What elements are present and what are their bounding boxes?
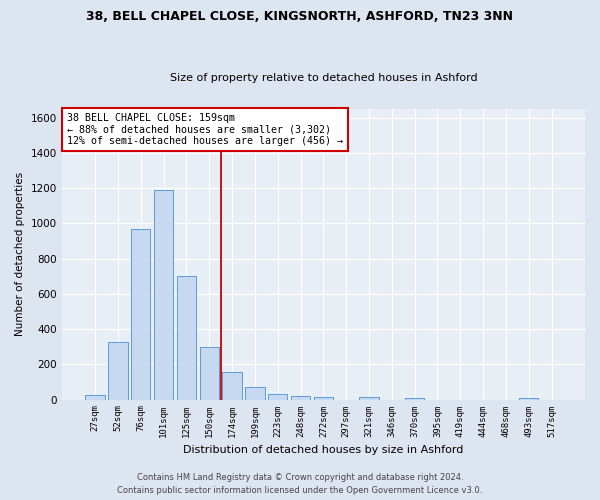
Bar	[519, 398, 538, 400]
Bar	[131, 228, 151, 400]
Text: Contains HM Land Registry data © Crown copyright and database right 2024.
Contai: Contains HM Land Registry data © Crown c…	[118, 474, 482, 495]
Bar	[108, 342, 128, 400]
Bar	[268, 394, 287, 400]
X-axis label: Distribution of detached houses by size in Ashford: Distribution of detached houses by size …	[183, 445, 464, 455]
Y-axis label: Number of detached properties: Number of detached properties	[15, 172, 25, 336]
Bar	[245, 387, 265, 400]
Bar	[200, 346, 219, 400]
Text: 38, BELL CHAPEL CLOSE, KINGSNORTH, ASHFORD, TN23 3NN: 38, BELL CHAPEL CLOSE, KINGSNORTH, ASHFO…	[86, 10, 514, 23]
Title: Size of property relative to detached houses in Ashford: Size of property relative to detached ho…	[170, 73, 477, 83]
Bar	[405, 398, 424, 400]
Bar	[177, 276, 196, 400]
Bar	[359, 397, 379, 400]
Bar	[154, 190, 173, 400]
Bar	[85, 395, 105, 400]
Text: 38 BELL CHAPEL CLOSE: 159sqm
← 88% of detached houses are smaller (3,302)
12% of: 38 BELL CHAPEL CLOSE: 159sqm ← 88% of de…	[67, 113, 343, 146]
Bar	[291, 396, 310, 400]
Bar	[314, 397, 333, 400]
Bar	[223, 372, 242, 400]
